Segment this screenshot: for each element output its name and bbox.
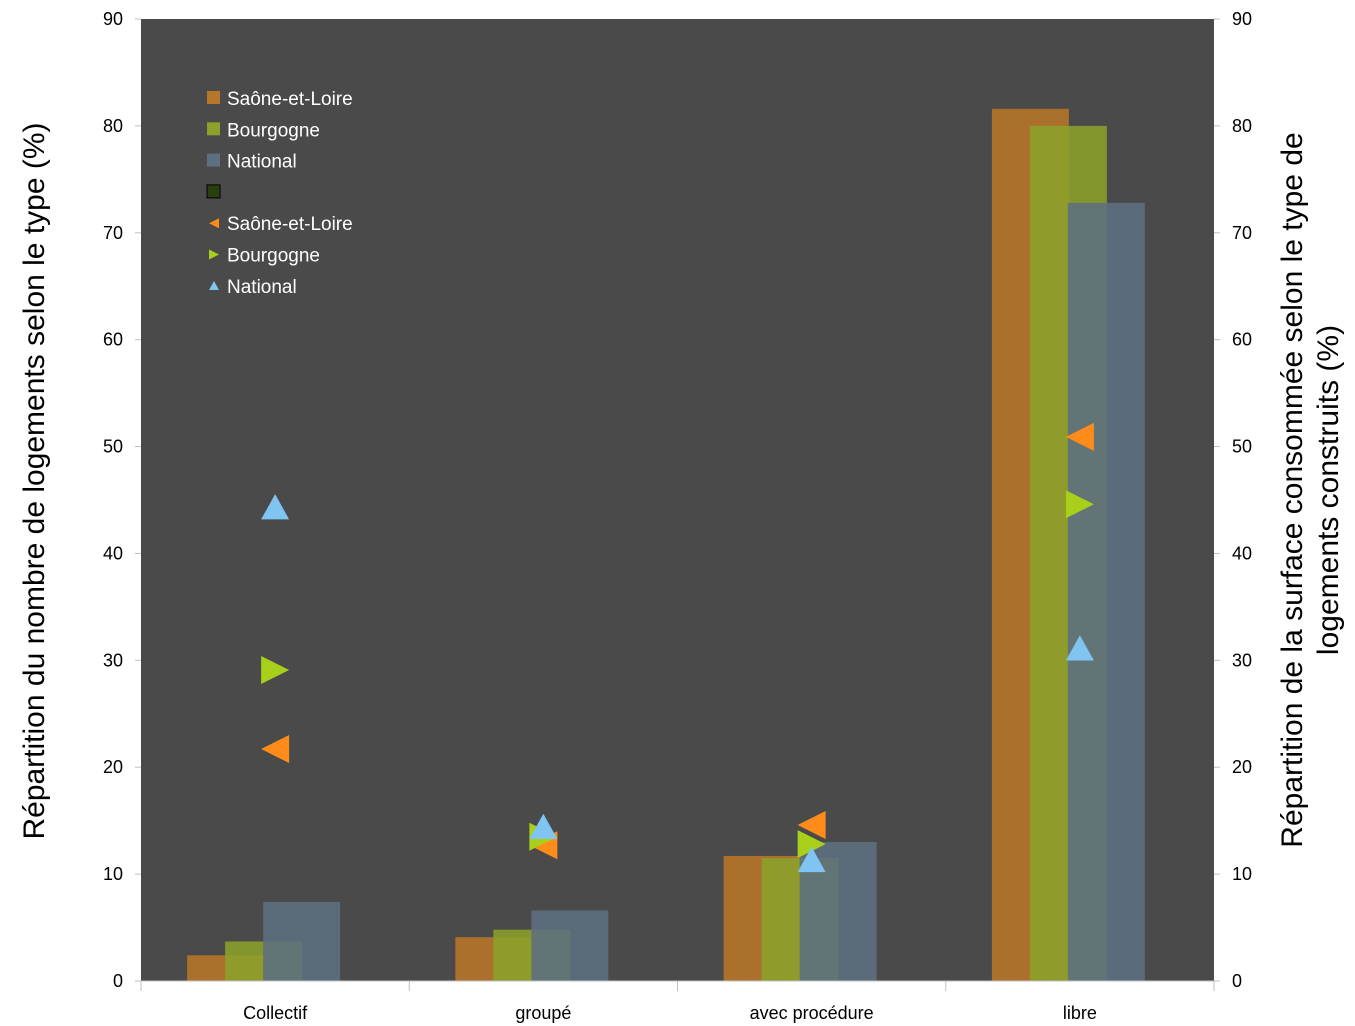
y-axis-right-title-line-1: Répartition de la surface consommée selo… xyxy=(1276,132,1309,847)
y-axis-right-title-line-2: logements construits (%) xyxy=(1312,325,1345,655)
marker-3-groupé xyxy=(529,813,558,839)
right-tick-label: 10 xyxy=(1232,864,1252,884)
marker-1-avec-procédure xyxy=(797,810,826,839)
legend-swatch xyxy=(207,91,220,104)
legend-label: Bourgogne xyxy=(227,120,320,141)
left-y-ticks: 0 10 20 30 40 50 60 70 80 90 xyxy=(103,9,141,991)
right-y-ticks: 0 10 20 30 40 50 60 70 80 90 xyxy=(1214,9,1252,991)
category-label: avec procédure xyxy=(750,1003,874,1023)
legend-marker xyxy=(209,218,219,229)
bar-3-libre xyxy=(1067,202,1145,982)
category-label: Collectif xyxy=(243,1003,308,1023)
right-tick-label: 20 xyxy=(1232,757,1252,777)
legend-label: Bourgogne xyxy=(227,246,320,267)
left-tick-label: 40 xyxy=(103,543,123,563)
right-tick-label: 60 xyxy=(1232,330,1252,350)
bars xyxy=(187,108,1145,982)
right-tick-label: 0 xyxy=(1232,971,1242,991)
markers xyxy=(261,422,1094,873)
left-tick-label: 10 xyxy=(103,864,123,884)
right-tick-label: 90 xyxy=(1232,9,1252,29)
legend-swatch xyxy=(207,122,220,136)
marker-1-libre xyxy=(1065,422,1094,451)
legend-label: National xyxy=(227,152,297,173)
bar-3-groupé xyxy=(531,910,609,981)
legend-swatch xyxy=(207,153,220,167)
legend: Saône-et-Loire Bourgogne National Saône-et-… xyxy=(206,89,353,298)
category-label: libre xyxy=(1063,1003,1097,1023)
right-tick-label: 70 xyxy=(1232,223,1252,243)
marker-2-collectif xyxy=(261,655,290,684)
category-labels: Collectif groupé avec procédure libre xyxy=(243,1003,1097,1023)
left-tick-label: 20 xyxy=(103,757,123,777)
left-tick-label: 90 xyxy=(103,9,123,29)
marker-3-avec-procédure xyxy=(797,846,826,873)
right-tick-label: 40 xyxy=(1232,543,1252,563)
bar-3-collectif xyxy=(263,901,341,981)
left-tick-label: 30 xyxy=(103,650,123,670)
left-tick-label: 60 xyxy=(103,330,123,350)
marker-2-avec-procédure xyxy=(797,830,826,859)
legend-marker xyxy=(209,249,219,260)
x-ticks xyxy=(140,981,1215,991)
legend-label: National xyxy=(227,277,297,298)
right-tick-label: 30 xyxy=(1232,650,1252,670)
legend-swatch-blank xyxy=(206,184,221,199)
left-tick-label: 80 xyxy=(103,116,123,136)
left-tick-label: 70 xyxy=(103,223,123,243)
right-tick-label: 80 xyxy=(1232,116,1252,136)
legend-label: Saône-et-Loire xyxy=(227,214,353,235)
marker-3-libre xyxy=(1065,635,1094,661)
legend-label: Saône-et-Loire xyxy=(227,89,353,110)
y-axis-left-title: Répartition du nombre de logements selon… xyxy=(18,122,51,839)
marker-1-collectif xyxy=(261,735,290,764)
marker-2-libre xyxy=(1065,490,1094,519)
marker-3-collectif xyxy=(261,494,290,520)
legend-marker xyxy=(209,281,219,291)
left-tick-label: 50 xyxy=(103,437,123,457)
left-tick-label: 0 xyxy=(113,971,123,991)
right-tick-label: 50 xyxy=(1232,437,1252,457)
category-label: groupé xyxy=(515,1003,571,1023)
